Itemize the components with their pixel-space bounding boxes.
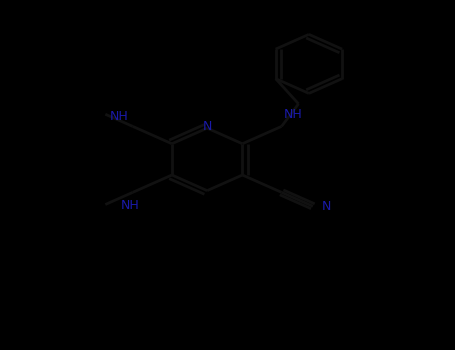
- Text: NH: NH: [121, 198, 140, 212]
- Text: N: N: [322, 200, 331, 213]
- Text: NH: NH: [110, 110, 128, 123]
- Text: NH: NH: [284, 108, 303, 121]
- Text: N: N: [202, 120, 212, 133]
